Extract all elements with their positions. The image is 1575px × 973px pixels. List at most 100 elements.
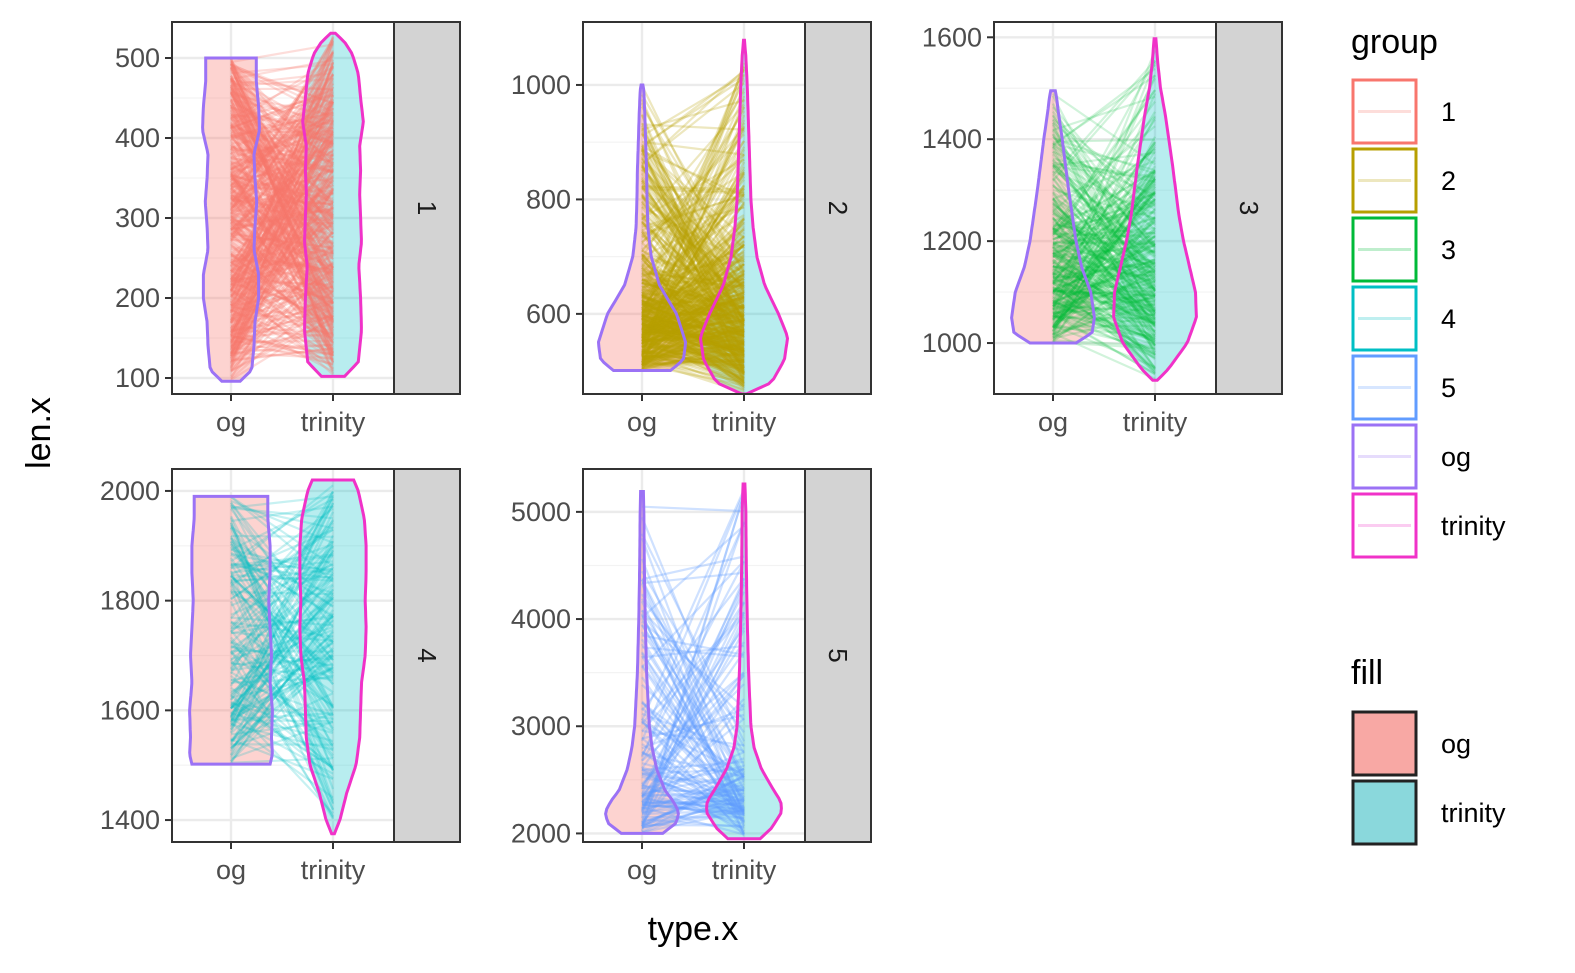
connecting-line — [1052, 159, 1156, 221]
connecting-line — [641, 79, 745, 292]
connecting-line — [641, 335, 745, 389]
connecting-line — [641, 774, 745, 828]
y-tick-label: 600 — [526, 299, 571, 329]
connecting-line — [640, 493, 746, 827]
connecting-line — [1052, 227, 1156, 369]
connecting-line — [230, 164, 334, 268]
connecting-line — [641, 312, 745, 332]
legend-group-key — [1351, 423, 1418, 490]
legend-fill-title: fill — [1351, 654, 1383, 692]
connecting-line — [230, 597, 334, 665]
connecting-line — [229, 60, 335, 322]
connecting-line — [230, 546, 334, 670]
connecting-line — [230, 168, 334, 321]
connecting-line — [641, 271, 745, 370]
connecting-line — [1052, 227, 1156, 269]
connecting-line — [230, 574, 334, 677]
connecting-line — [230, 577, 334, 701]
connecting-line — [641, 166, 745, 337]
connecting-line — [230, 114, 334, 281]
connecting-line — [640, 119, 746, 353]
connecting-line — [230, 584, 334, 715]
violin-og-outline — [1010, 89, 1096, 345]
connecting-line — [230, 184, 334, 218]
connecting-line — [1052, 199, 1156, 303]
connecting-line — [230, 78, 334, 191]
connecting-line — [230, 620, 334, 694]
connecting-line — [230, 164, 334, 181]
connecting-line — [230, 113, 334, 186]
connecting-line — [641, 805, 745, 829]
connecting-line — [641, 303, 745, 361]
connecting-lines — [640, 62, 746, 394]
connecting-line — [1052, 304, 1156, 341]
connecting-line — [230, 148, 334, 221]
connecting-line — [640, 516, 746, 767]
connecting-line — [229, 570, 335, 811]
connecting-line — [230, 93, 334, 230]
connecting-line — [230, 79, 334, 232]
connecting-line — [641, 285, 745, 339]
legend-group-label: og — [1441, 442, 1471, 472]
connecting-line — [641, 809, 745, 816]
connecting-line — [230, 133, 334, 293]
connecting-line — [641, 244, 745, 338]
connecting-line — [230, 231, 334, 332]
connecting-line — [1052, 298, 1156, 359]
connecting-line — [230, 63, 334, 171]
connecting-line — [230, 507, 334, 587]
connecting-line — [230, 653, 334, 722]
connecting-line — [641, 338, 745, 383]
connecting-line — [640, 98, 746, 333]
connecting-line — [641, 815, 745, 819]
connecting-line — [230, 491, 334, 670]
connecting-line — [641, 591, 745, 790]
connecting-line — [230, 206, 334, 283]
connecting-line — [641, 317, 745, 383]
connecting-line — [230, 228, 334, 294]
connecting-line — [641, 353, 745, 368]
connecting-line — [641, 217, 745, 357]
connecting-line — [230, 95, 334, 192]
connecting-line — [230, 73, 334, 184]
connecting-line — [1052, 227, 1156, 289]
connecting-line — [230, 311, 334, 372]
connecting-line — [641, 212, 745, 299]
connecting-line — [1052, 230, 1156, 297]
connecting-line — [230, 702, 334, 735]
connecting-line — [641, 281, 745, 318]
connecting-line — [641, 273, 745, 349]
connecting-line — [230, 338, 334, 366]
connecting-line — [1052, 275, 1156, 361]
connecting-line — [1052, 275, 1156, 316]
connecting-line — [641, 294, 745, 334]
connecting-line — [641, 305, 745, 349]
connecting-line — [230, 182, 334, 217]
connecting-line — [230, 152, 334, 304]
connecting-line — [230, 80, 334, 291]
connecting-line — [1052, 261, 1156, 325]
connecting-line — [1052, 59, 1156, 249]
connecting-line — [1052, 153, 1156, 273]
connecting-line — [641, 220, 745, 336]
connecting-line — [230, 551, 334, 619]
connecting-line — [641, 784, 745, 800]
connecting-line — [230, 250, 334, 257]
connecting-line — [641, 290, 745, 345]
connecting-line — [641, 326, 745, 343]
connecting-line — [230, 150, 334, 186]
connecting-line — [641, 357, 745, 364]
connecting-line — [229, 94, 335, 344]
connecting-line — [1052, 249, 1156, 321]
connecting-line — [230, 598, 334, 695]
connecting-line — [641, 768, 745, 835]
connecting-line — [641, 750, 745, 813]
connecting-line — [230, 98, 334, 123]
connecting-line — [230, 577, 334, 650]
legend-group-label: 1 — [1441, 97, 1456, 127]
connecting-line — [230, 100, 334, 283]
connecting-line — [1052, 239, 1156, 329]
connecting-line — [641, 336, 745, 360]
